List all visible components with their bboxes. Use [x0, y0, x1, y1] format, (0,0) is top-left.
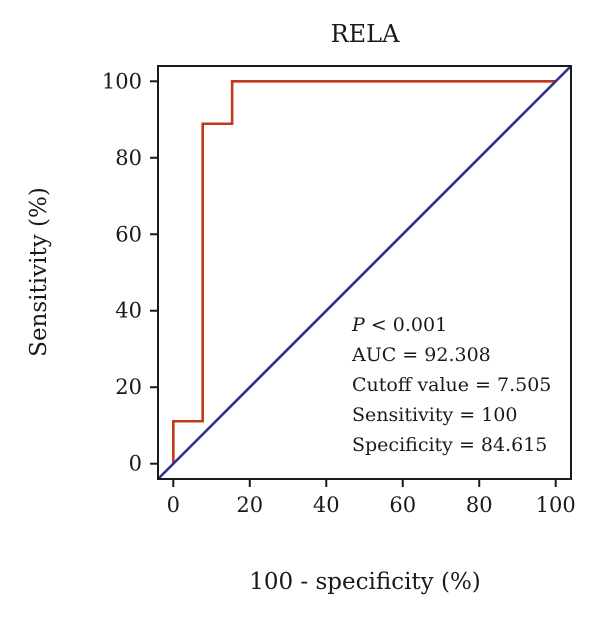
y-tick-label: 40	[115, 299, 142, 323]
x-tick-label: 80	[466, 493, 493, 517]
annotation-line: AUC = 92.308	[351, 344, 491, 366]
roc-curve-line	[172, 80, 556, 464]
reference-diagonal-line	[157, 65, 572, 480]
x-axis: 0 20 40 60 80 100	[167, 479, 576, 517]
annotation-line: Specificity = 84.615	[352, 434, 547, 456]
annotation-line: P < 0.001	[351, 314, 447, 336]
y-tick-label: 100	[102, 69, 142, 93]
x-tick-label: 100	[536, 493, 576, 517]
y-tick-label: 60	[115, 222, 142, 246]
annotation-block: P < 0.001 AUC = 92.308 Cutoff value = 7.50…	[351, 314, 551, 456]
y-tick-label: 20	[115, 375, 142, 399]
y-tick-label: 80	[115, 146, 142, 170]
plot-area	[157, 65, 572, 480]
x-tick-label: 60	[389, 493, 416, 517]
x-tick-label: 20	[236, 493, 263, 517]
annotation-p-symbol: P	[351, 314, 366, 336]
chart-title: RELA	[331, 20, 401, 48]
plot-frame	[157, 65, 572, 480]
x-tick-label: 40	[313, 493, 340, 517]
annotation-line: Cutoff value = 7.505	[352, 374, 551, 396]
annotation-line: Sensitivity = 100	[352, 404, 517, 426]
y-tick-label: 0	[129, 452, 142, 476]
x-tick-label: 0	[167, 493, 180, 517]
y-axis-label: Sensitivity (%)	[26, 187, 52, 357]
y-axis: 0 20 40 60 80 100	[102, 69, 158, 476]
x-axis-label: 100 - specificity (%)	[249, 569, 481, 595]
